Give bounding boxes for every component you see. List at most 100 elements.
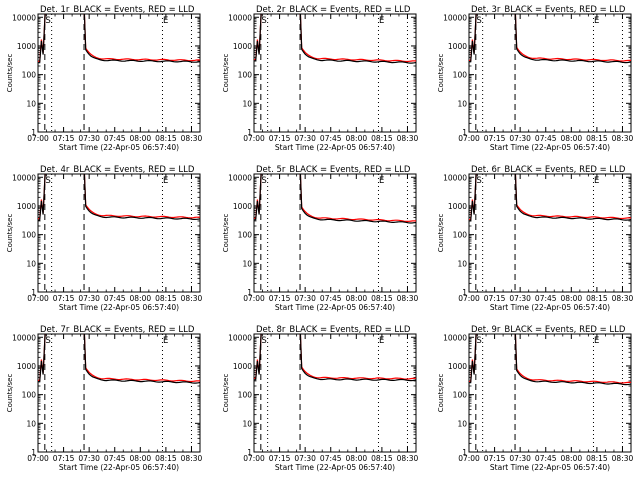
marker-letter-s: S <box>261 16 266 26</box>
x-tick-label: 08:30 <box>397 454 419 463</box>
x-tick-label: 07:00 <box>27 454 49 463</box>
panel-det-label: Det. 7r <box>40 325 70 335</box>
y-axis-label: Counts/sec <box>222 214 230 253</box>
panel-det-label: Det. 3r <box>471 5 501 15</box>
x-axis-label: Start Time (22-Apr-05 06:57:40) <box>59 463 179 472</box>
marker-letter-s: S <box>476 336 481 346</box>
x-tick-label: 07:30 <box>509 454 531 463</box>
marker-letter-e: E <box>594 16 599 26</box>
x-axis-label: Start Time (22-Apr-05 06:57:40) <box>59 303 179 312</box>
panel-title: Det. 5r BLACK = Events, RED = LLD <box>256 165 411 175</box>
y-tick-label: 1 <box>31 448 36 457</box>
x-tick-label: 07:45 <box>104 454 126 463</box>
panel-title: Det. 3r BLACK = Events, RED = LLD <box>471 5 626 15</box>
y-tick-label: 1000 <box>448 362 467 371</box>
y-tick-label: 10 <box>26 99 36 108</box>
x-tick-label: 08:15 <box>371 294 393 303</box>
y-tick-label: 100 <box>238 391 253 400</box>
x-tick-label: 08:30 <box>181 454 203 463</box>
x-axis-label: Start Time (22-Apr-05 06:57:40) <box>275 303 395 312</box>
x-tick-label: 07:30 <box>294 454 316 463</box>
panel-6: 1 10 100 1000 10000 07:00 07:15 07:30 07:45 08:00… <box>437 165 634 312</box>
series-events-line <box>254 334 416 382</box>
panel-frame <box>37 173 201 293</box>
x-tick-label: 08:15 <box>155 294 177 303</box>
x-tick-label: 07:15 <box>484 294 506 303</box>
x-tick-label: 07:15 <box>53 134 75 143</box>
y-tick-label: 1000 <box>448 202 467 211</box>
y-tick-label: 100 <box>238 231 253 240</box>
x-tick-label: 07:15 <box>484 134 506 143</box>
panel-det-label: Det. 4r <box>40 165 70 175</box>
x-tick-label: 07:00 <box>243 454 265 463</box>
y-tick-label: 10 <box>242 419 252 428</box>
panel-det-label: Det. 6r <box>471 165 501 175</box>
x-axis-label: Start Time (22-Apr-05 06:57:40) <box>275 463 395 472</box>
series-lld-line <box>38 14 200 62</box>
series-events-line <box>38 14 200 64</box>
y-tick-label: 1000 <box>233 362 252 371</box>
x-tick-label: 07:45 <box>320 294 342 303</box>
panel-title: Det. 7r BLACK = Events, RED = LLD <box>40 325 195 335</box>
panel-title: Det. 6r BLACK = Events, RED = LLD <box>471 165 626 175</box>
panel-det-label: Det. 2r <box>256 5 286 15</box>
x-axis-label: Start Time (22-Apr-05 06:57:40) <box>490 463 610 472</box>
marker-letter-s: S <box>45 16 50 26</box>
x-tick-label: 07:30 <box>78 134 100 143</box>
x-tick-label: 08:00 <box>130 454 152 463</box>
x-tick-label: 07:00 <box>458 294 480 303</box>
x-tick-label: 07:30 <box>509 134 531 143</box>
x-tick-label: 07:00 <box>27 294 49 303</box>
y-tick-label: 100 <box>22 391 37 400</box>
y-axis-label: Counts/sec <box>222 54 230 93</box>
panel-frame <box>468 173 632 293</box>
series-events-line <box>469 174 631 222</box>
panel-1: 1 10 100 1000 10000 07:00 07:15 07:30 07:45 08:00… <box>6 5 203 152</box>
series-events-line <box>254 14 416 64</box>
marker-letter-s: S <box>261 176 266 186</box>
series-events-line <box>254 174 416 224</box>
x-tick-label: 07:15 <box>269 294 291 303</box>
panel-8: 1 10 100 1000 10000 07:00 07:15 07:30 07:45 08:00… <box>222 325 419 472</box>
x-tick-label: 08:30 <box>181 294 203 303</box>
x-tick-label: 07:30 <box>78 454 100 463</box>
x-tick-label: 08:15 <box>586 134 608 143</box>
series-lld-line <box>469 174 631 221</box>
x-tick-label: 08:30 <box>612 454 634 463</box>
panel-legend: BLACK = Events, RED = LLD <box>73 325 194 335</box>
series-events-line <box>469 14 631 64</box>
panel-3: 1 10 100 1000 10000 07:00 07:15 07:30 07:45 08:00… <box>437 5 634 152</box>
y-tick-label: 100 <box>453 71 468 80</box>
panel-frame <box>37 13 201 133</box>
series-events-line <box>38 174 200 221</box>
x-tick-label: 07:00 <box>458 134 480 143</box>
x-tick-label: 07:45 <box>535 454 557 463</box>
panel-5: 1 10 100 1000 10000 07:00 07:15 07:30 07:45 08:00… <box>222 165 419 312</box>
x-tick-label: 08:00 <box>130 294 152 303</box>
x-tick-label: 07:45 <box>535 134 557 143</box>
panel-2: 1 10 100 1000 10000 07:00 07:15 07:30 07:45 08:00… <box>222 5 419 152</box>
y-tick-label: 1 <box>31 288 36 297</box>
x-tick-label: 07:15 <box>53 294 75 303</box>
y-axis-label: Counts/sec <box>6 374 14 413</box>
marker-letter-e: E <box>163 176 168 186</box>
y-tick-label: 1 <box>462 288 467 297</box>
panel-9: 1 10 100 1000 10000 07:00 07:15 07:30 07:45 08:00… <box>437 325 634 472</box>
y-tick-label: 10 <box>457 419 467 428</box>
marker-letter-s: S <box>476 176 481 186</box>
y-tick-label: 10000 <box>443 333 467 342</box>
x-tick-label: 07:30 <box>294 134 316 143</box>
y-tick-label: 10000 <box>228 333 252 342</box>
panel-legend: BLACK = Events, RED = LLD <box>289 165 410 175</box>
y-tick-label: 1000 <box>233 202 252 211</box>
x-tick-label: 07:15 <box>484 454 506 463</box>
x-axis-label: Start Time (22-Apr-05 06:57:40) <box>490 143 610 152</box>
y-tick-label: 10 <box>26 419 36 428</box>
panel-legend: BLACK = Events, RED = LLD <box>504 165 625 175</box>
x-tick-label: 07:45 <box>104 294 126 303</box>
y-tick-label: 1000 <box>17 202 36 211</box>
y-tick-label: 10000 <box>228 173 252 182</box>
x-tick-label: 08:00 <box>346 454 368 463</box>
y-axis-label: Counts/sec <box>6 214 14 253</box>
series-lld-line <box>254 334 416 380</box>
